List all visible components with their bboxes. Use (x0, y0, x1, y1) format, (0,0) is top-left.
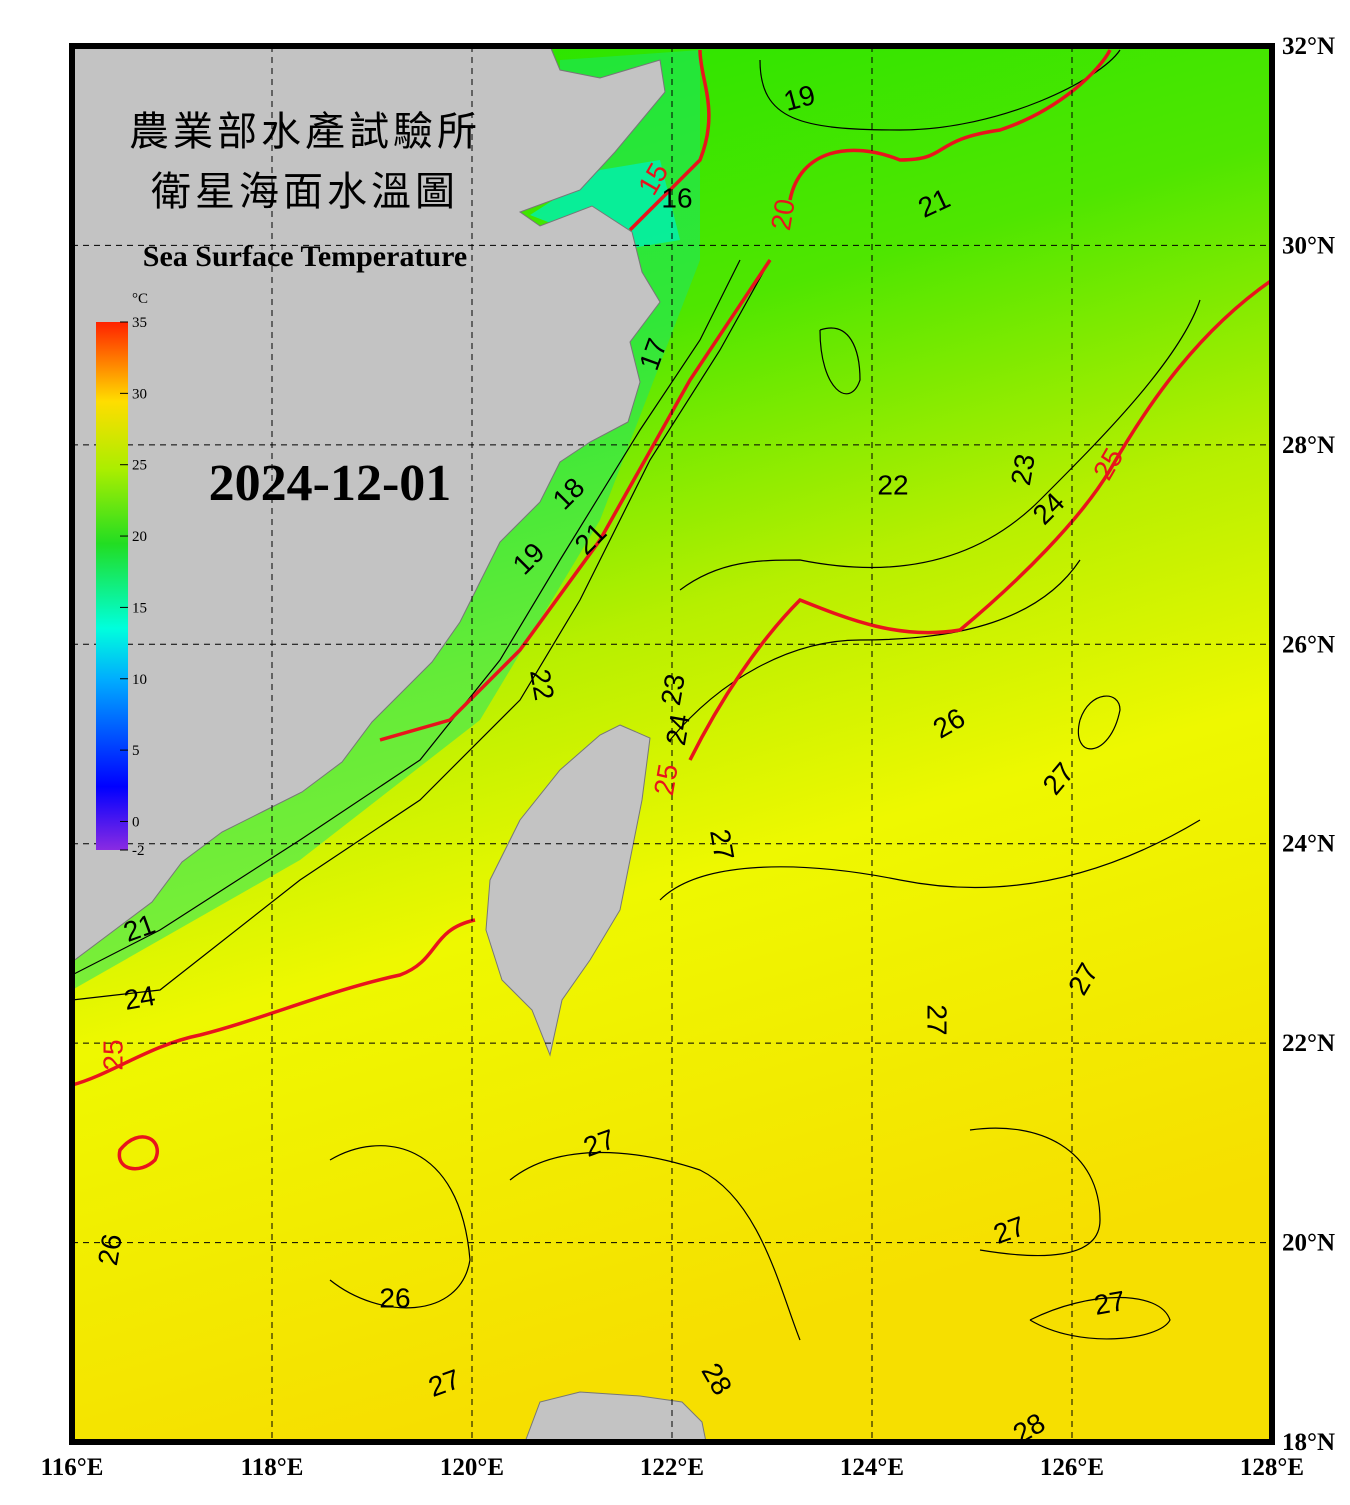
longitude-label: 128°E (1240, 1454, 1304, 1481)
mainland (72, 46, 666, 963)
latitude-label: 18°N (1282, 1429, 1335, 1456)
contour-label: 25 (648, 762, 684, 798)
contour-label: 27 (922, 1004, 953, 1035)
contour-label: 22 (877, 469, 908, 500)
latitude-label: 20°N (1282, 1230, 1335, 1257)
colorbar-tick-label: 20 (132, 529, 147, 545)
latitude-label: 22°N (1282, 1030, 1335, 1057)
contour-label: 25 (97, 1039, 128, 1070)
contour-label: 26 (92, 1232, 128, 1268)
luzon (524, 1391, 707, 1442)
contour-label: 24 (660, 712, 696, 748)
latitude-label: 28°N (1282, 432, 1335, 459)
isotherm-5deg (72, 49, 1272, 1171)
colorbar-tick-label: 35 (132, 315, 147, 331)
map-frame (69, 43, 1275, 1445)
title-english: Sea Surface Temperature (143, 240, 467, 273)
longitude-label: 118°E (241, 1454, 304, 1481)
latitude-label: 24°N (1282, 831, 1335, 858)
colorbar (96, 322, 128, 850)
latitude-label: 30°N (1282, 232, 1335, 259)
contour-label: 26 (379, 1282, 410, 1313)
contour-label: 16 (661, 182, 692, 213)
longitude-label: 120°E (440, 1454, 504, 1481)
date: 2024-12-01 (209, 455, 452, 512)
colorbar-tick-label: 25 (132, 458, 147, 474)
colorbar-ticks: -2 0 5 10 15 20 25 30 35 (120, 315, 147, 859)
latitude-label: 26°N (1282, 631, 1335, 658)
contour-lines (72, 49, 1201, 1341)
contour-label: 23 (1005, 452, 1041, 488)
taiwan (485, 724, 651, 1057)
contour-label: 27 (1092, 1285, 1128, 1321)
land (72, 46, 707, 1442)
contour-label: 27 (704, 827, 740, 863)
graticule (72, 46, 1272, 1442)
colorbar-tick-label: 0 (132, 814, 140, 830)
colorbar-tick-label: 10 (132, 672, 147, 688)
contour-label: 23 (655, 672, 691, 708)
title-chinese-2: 衛星海面水溫圖 (151, 169, 459, 214)
axis-labels: 116°E 118°E 120°E 122°E 124°E 126°E 128°E18°N 2… (41, 33, 1335, 1481)
colorbar-tick-label: 5 (132, 743, 140, 759)
contour-label: 22 (524, 667, 560, 703)
contour-label: 24 (122, 980, 158, 1016)
latitude-label: 32°N (1282, 33, 1335, 60)
colorbar-unit: °C (132, 291, 148, 307)
colorbar-tick-label: -2 (132, 843, 145, 859)
longitude-label: 124°E (840, 1454, 904, 1481)
longitude-label: 116°E (41, 1454, 104, 1481)
longitude-label: 122°E (640, 1454, 704, 1481)
title-chinese-1: 農業部水產試驗所 (129, 109, 481, 154)
colorbar-tick-label: 15 (132, 600, 147, 616)
longitude-label: 126°E (1040, 1454, 1104, 1481)
contour-label: 20 (765, 197, 801, 233)
colorbar-tick-label: 30 (132, 386, 147, 402)
